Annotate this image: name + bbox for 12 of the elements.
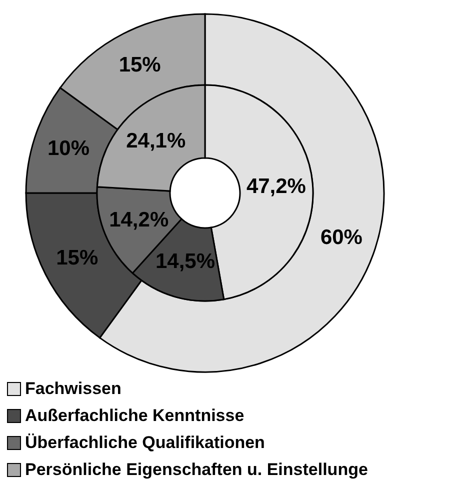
data-label: 24,1% xyxy=(126,130,186,153)
legend-label: Überfachliche Qualifikationen xyxy=(25,432,265,452)
legend-label: Fachwissen xyxy=(25,378,122,398)
data-label: 60% xyxy=(320,226,363,249)
data-label: 47,2% xyxy=(246,175,306,198)
legend-label: Außerfachliche Kenntnisse xyxy=(25,406,244,426)
data-label: 14,2% xyxy=(109,208,169,232)
legend-label: Persönliche Eigenschaften u. Einstellunge xyxy=(25,460,368,480)
data-label: 15% xyxy=(56,246,98,270)
data-label: 15% xyxy=(118,54,162,77)
data-label: 14,5% xyxy=(155,250,216,274)
data-label: 10% xyxy=(48,137,90,160)
